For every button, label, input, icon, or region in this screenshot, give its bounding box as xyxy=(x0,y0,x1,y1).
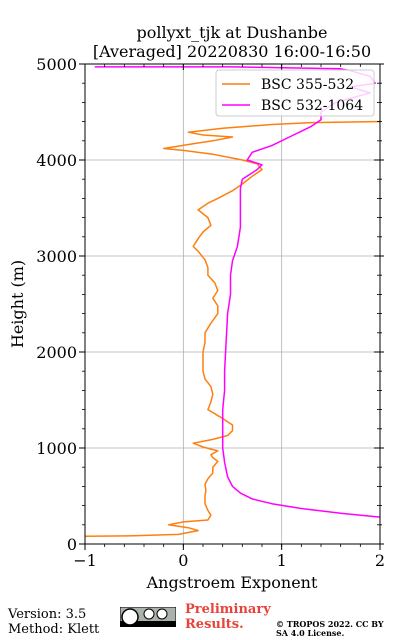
chart-title: pollyxt_tjk at Dushanbe xyxy=(136,23,327,42)
x-tick-label: −1 xyxy=(73,551,97,570)
y-tick-label: 3000 xyxy=(36,247,77,266)
series-line-1 xyxy=(85,120,380,538)
x-tick-label: 2 xyxy=(375,551,385,570)
y-tick-label: 2000 xyxy=(36,343,77,362)
series-line-2 xyxy=(94,66,380,518)
series-group xyxy=(85,66,380,538)
y-axis-label: Height (m) xyxy=(8,260,27,348)
copyright-text: © TROPOS 2022. CC BY SA 4.0 License. xyxy=(276,619,384,638)
grid-lines xyxy=(84,63,381,545)
cc-license-logo xyxy=(120,607,176,627)
preliminary-results-text: Preliminary Results. xyxy=(185,602,271,632)
x-tick-label: 1 xyxy=(277,551,287,570)
plot-frame xyxy=(84,63,381,545)
y-tick-label: 5000 xyxy=(36,55,77,74)
y-tick-label: 0 xyxy=(67,535,77,554)
legend-box xyxy=(215,69,375,117)
x-axis-label: Angstroem Exponent xyxy=(146,573,318,592)
method-text: Method: Klett xyxy=(8,622,100,637)
legend-label-2: BSC 532-1064 xyxy=(261,98,363,114)
legend: BSC 355-532 BSC 532-1064 xyxy=(215,69,375,117)
legend-label-1: BSC 355-532 xyxy=(261,77,354,93)
y-tick-label: 4000 xyxy=(36,151,77,170)
x-tick-label: 0 xyxy=(178,551,188,570)
chart-subtitle: [Averaged] 20220830 16:00-16:50 xyxy=(93,42,371,61)
version-text: Version: 3.5 xyxy=(8,607,87,622)
y-tick-label: 1000 xyxy=(36,439,77,458)
